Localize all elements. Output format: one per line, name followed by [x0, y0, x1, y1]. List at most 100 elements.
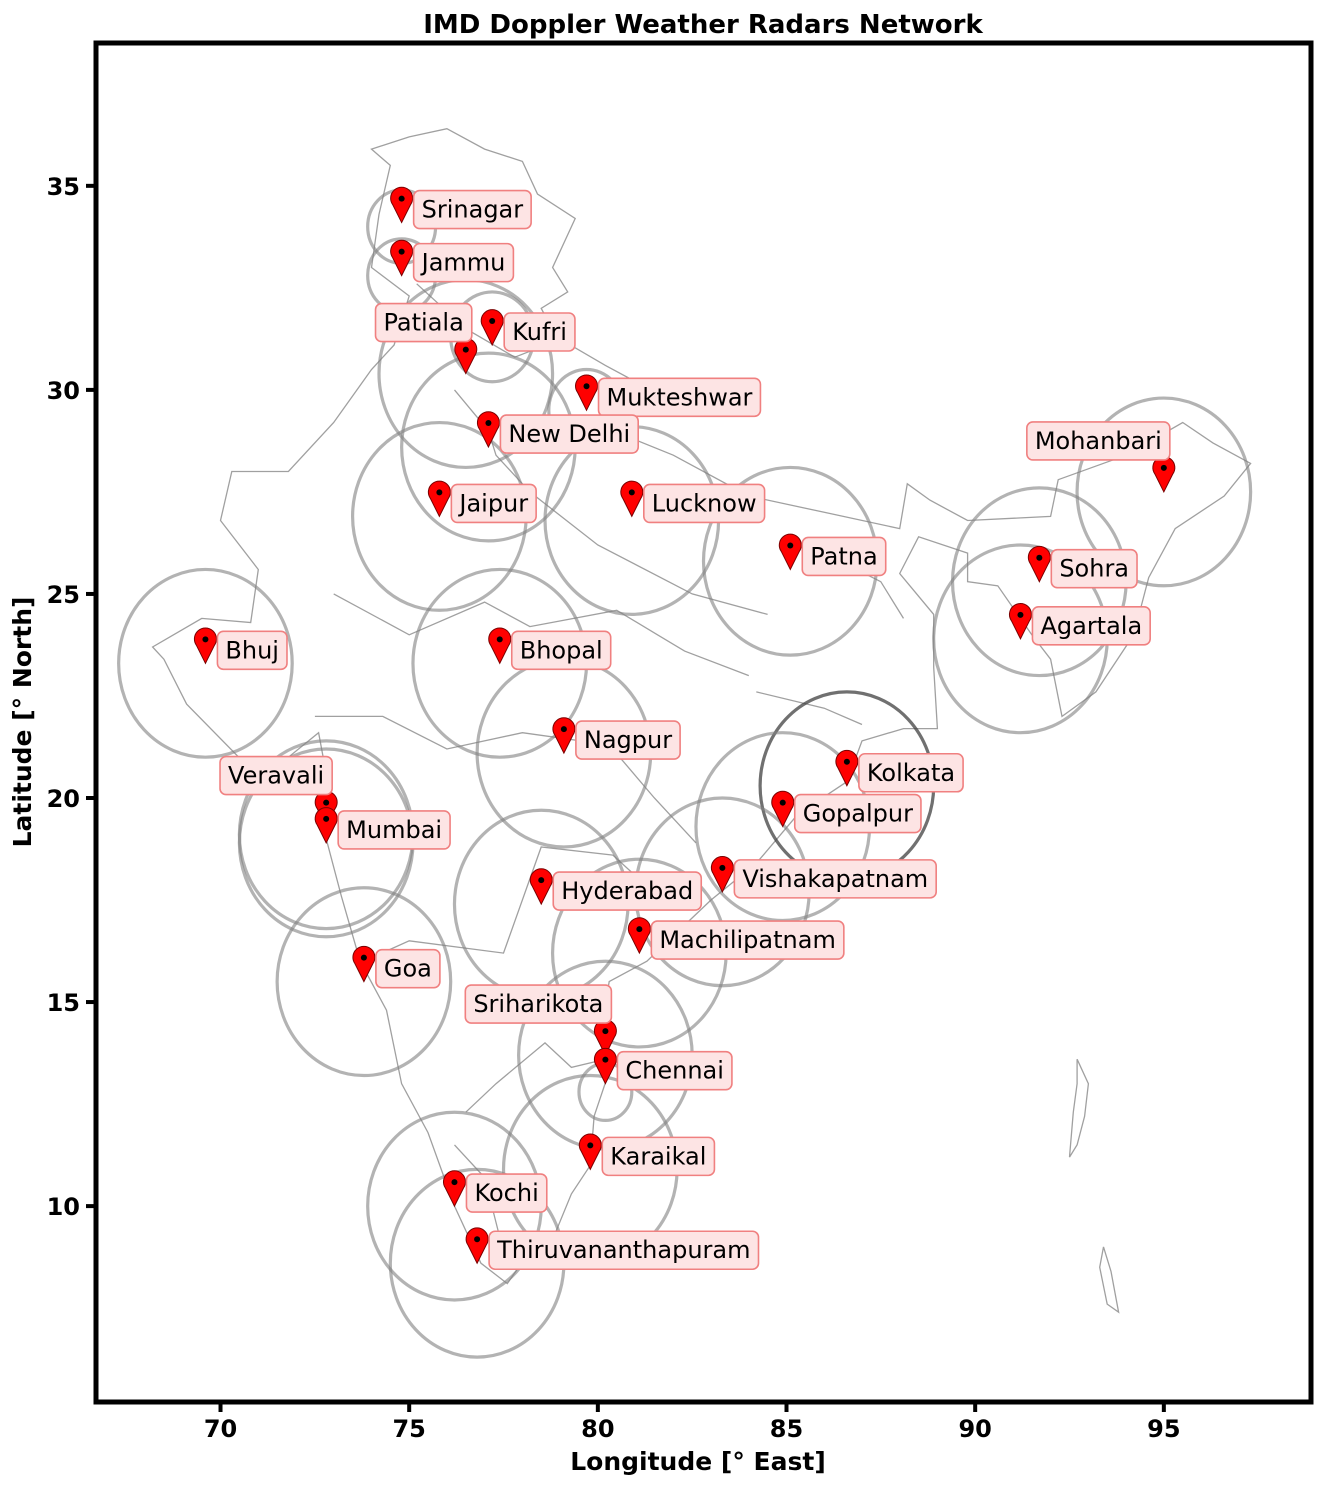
label-box — [375, 948, 441, 989]
station-nagpur[interactable]: Nagpur — [552, 717, 681, 760]
station-thiruvananthapuram[interactable]: Thiruvananthapuram — [465, 1227, 760, 1271]
y-tick-label: 30 — [47, 377, 80, 405]
map-pin-icon — [1009, 603, 1032, 640]
map-pin-icon — [427, 480, 451, 518]
label-box — [597, 377, 762, 418]
station-new-delhi[interactable]: New Delhi — [476, 411, 640, 454]
station-label: Veravali — [228, 762, 324, 790]
map-pin-icon — [443, 1170, 466, 1208]
pin-dot — [787, 542, 794, 549]
station-veravali[interactable]: Veravali — [219, 755, 338, 828]
state-border — [314, 715, 697, 844]
station-mukteshwar[interactable]: Mukteshwar — [575, 374, 762, 418]
pin-dot — [489, 318, 496, 324]
station-karaikal[interactable]: Karaikal — [578, 1133, 716, 1177]
station-agartala[interactable]: Agartala — [1009, 603, 1151, 646]
map-pin-icon — [314, 807, 338, 845]
station-mohanbari[interactable]: Mohanbari — [1026, 421, 1176, 494]
station-patna[interactable]: Patna — [778, 533, 887, 577]
station-label: Hyderabad — [561, 877, 693, 905]
station-bhuj[interactable]: Bhuj — [193, 627, 288, 671]
label-box — [510, 630, 612, 671]
station-label: Karaikal — [610, 1142, 706, 1170]
station-vishakapatnam[interactable]: Vishakapatnam — [710, 856, 937, 899]
x-tick-label: 85 — [770, 1415, 803, 1443]
label-box — [616, 1050, 733, 1091]
station-jaipur[interactable]: Jaipur — [427, 480, 537, 524]
plot-frame — [93, 40, 1314, 1405]
pin-dot — [360, 954, 367, 961]
station-label: New Delhi — [508, 420, 630, 448]
station-hyderabad[interactable]: Hyderabad — [529, 868, 703, 911]
station-label: Sohra — [1059, 555, 1129, 583]
india-outline — [151, 128, 1252, 1285]
station-label: Srinagar — [422, 196, 524, 224]
state-border — [333, 593, 750, 677]
station-sohra[interactable]: Sohra — [1027, 545, 1138, 589]
y-tick-label: 15 — [47, 989, 80, 1017]
map-pin-icon — [193, 627, 217, 665]
station-gopalpur[interactable]: Gopalpur — [771, 790, 922, 834]
pin-dot — [1036, 554, 1043, 561]
y-axis-label: Latitude [° North] — [8, 597, 37, 848]
map-pin-icon — [578, 1133, 602, 1171]
station-goa[interactable]: Goa — [352, 945, 441, 989]
coverage-circle — [1075, 396, 1253, 588]
pin-dot — [474, 1236, 481, 1243]
station-label: Lucknow — [652, 489, 757, 517]
label-box — [1031, 606, 1151, 646]
station-srinagar[interactable]: Srinagar — [390, 186, 532, 230]
station-label: Mohanbari — [1035, 427, 1162, 455]
station-label: Machilipatnam — [659, 926, 835, 954]
map-pin-icon — [593, 1047, 617, 1085]
pin-dot — [496, 636, 503, 643]
label-box — [733, 859, 937, 899]
station-chennai[interactable]: Chennai — [593, 1047, 733, 1091]
pin-dot — [583, 383, 590, 390]
map-pin-icon — [1027, 545, 1051, 583]
station-mumbai[interactable]: Mumbai — [314, 807, 451, 850]
station-kochi[interactable]: Kochi — [443, 1170, 548, 1213]
pin-dot — [398, 248, 405, 255]
station-label: Kolkata — [867, 759, 955, 787]
pin-dot — [719, 864, 726, 871]
station-kufri[interactable]: Kufri — [480, 309, 576, 352]
pin-dot — [451, 1179, 458, 1186]
map-pin-icon — [476, 411, 500, 449]
label-box — [219, 755, 333, 796]
pin-dot — [436, 489, 443, 496]
plot-background — [96, 43, 1311, 1402]
map-pin-icon — [575, 374, 598, 412]
station-label: Sriharikota — [473, 990, 603, 1018]
label-box — [412, 242, 515, 283]
pin-dot — [779, 799, 786, 806]
label-box — [650, 920, 845, 960]
station-label: Nagpur — [584, 726, 672, 754]
station-label: Goa — [384, 955, 432, 983]
label-box — [643, 483, 766, 524]
x-tick-label: 90 — [958, 1415, 991, 1443]
station-label: Mumbai — [346, 816, 442, 844]
station-sriharikota[interactable]: Sriharikota — [464, 984, 617, 1057]
station-patiala[interactable]: Patiala — [374, 302, 478, 375]
station-kolkata[interactable]: Kolkata — [835, 749, 964, 793]
map-pin-icon — [771, 790, 795, 828]
pin-dot — [323, 799, 330, 806]
station-lucknow[interactable]: Lucknow — [620, 480, 766, 524]
pin-dot — [323, 815, 330, 822]
station-label: Patiala — [384, 309, 464, 337]
map-title: IMD Doppler Weather Radars Network — [423, 10, 983, 40]
station-label: Jammu — [420, 249, 506, 277]
y-tick-label: 10 — [47, 1193, 80, 1221]
label-box — [464, 984, 613, 1024]
x-tick-label: 80 — [581, 1415, 614, 1443]
pin-dot — [485, 420, 492, 427]
map-pin-icon — [627, 917, 651, 955]
station-bhopal[interactable]: Bhopal — [488, 627, 612, 671]
pin-dot — [602, 1056, 609, 1063]
coverage-circle — [117, 567, 294, 759]
station-machilipatnam[interactable]: Machilipatnam — [627, 917, 845, 960]
station-jammu[interactable]: Jammu — [390, 239, 515, 283]
map-pin-icon — [488, 627, 512, 665]
